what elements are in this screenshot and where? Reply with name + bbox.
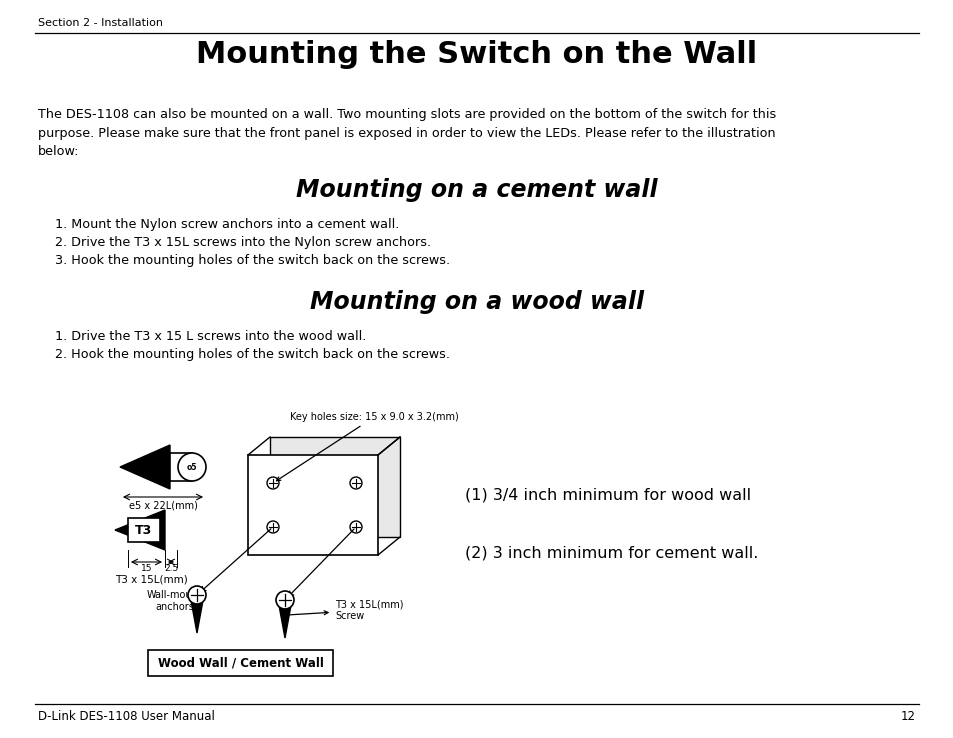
Circle shape [275,591,294,609]
Text: 1. Drive the T3 x 15 L screws into the wood wall.: 1. Drive the T3 x 15 L screws into the w… [55,330,366,343]
Text: o5: o5 [187,463,197,472]
Text: T3 x 15L(mm)
Screw: T3 x 15L(mm) Screw [290,599,403,621]
Bar [128,518,160,542]
Text: 2. Hook the mounting holes of the switch back on the screws.: 2. Hook the mounting holes of the switch… [55,348,450,361]
Text: Mounting on a cement wall: Mounting on a cement wall [295,178,658,202]
Polygon shape [277,600,292,638]
Text: Key holes size: 15 x 9.0 x 3.2(mm): Key holes size: 15 x 9.0 x 3.2(mm) [276,412,458,480]
Text: Wall-mount
anchors: Wall-mount anchors [147,590,203,612]
Text: The DES-1108 can also be mounted on a wall. Two mounting slots are provided on t: The DES-1108 can also be mounted on a wa… [38,108,776,158]
Polygon shape [120,445,170,489]
Bar [248,455,377,555]
Polygon shape [190,595,204,633]
Text: Mounting the Switch on the Wall: Mounting the Switch on the Wall [196,40,757,69]
Circle shape [178,453,206,481]
Bar [148,650,333,676]
Text: 2. Drive the T3 x 15L screws into the Nylon screw anchors.: 2. Drive the T3 x 15L screws into the Ny… [55,236,431,249]
Text: 12: 12 [900,710,915,723]
Text: Section 2 - Installation: Section 2 - Installation [38,18,163,28]
Text: 15: 15 [141,564,152,573]
Text: e5 x 22L(mm): e5 x 22L(mm) [129,500,197,510]
Text: 1. Mount the Nylon screw anchors into a cement wall.: 1. Mount the Nylon screw anchors into a … [55,218,399,231]
Text: D-Link DES-1108 User Manual: D-Link DES-1108 User Manual [38,710,214,723]
Polygon shape [115,510,165,550]
Text: T3 x 15L(mm): T3 x 15L(mm) [115,574,188,584]
Text: 3. Hook the mounting holes of the switch back on the screws.: 3. Hook the mounting holes of the switch… [55,254,450,267]
Text: Wood Wall / Cement Wall: Wood Wall / Cement Wall [157,657,323,669]
Bar [170,453,192,481]
Text: T3: T3 [135,523,152,537]
Text: (1) 3/4 inch minimum for wood wall: (1) 3/4 inch minimum for wood wall [464,488,750,503]
Text: (2) 3 inch minimum for cement wall.: (2) 3 inch minimum for cement wall. [464,545,758,560]
Text: Mounting on a wood wall: Mounting on a wood wall [310,290,643,314]
Bar [270,437,399,537]
Circle shape [188,586,206,604]
Text: 2.5: 2.5 [164,564,178,573]
